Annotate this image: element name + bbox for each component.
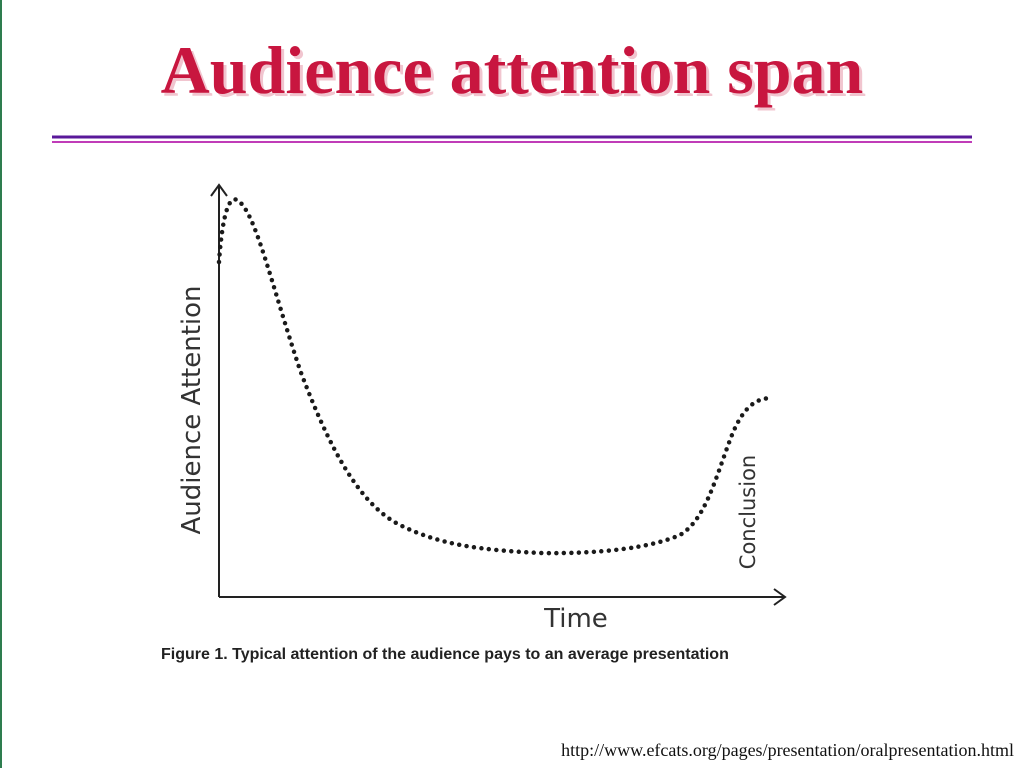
title-shadow: Audience attention span [164, 35, 867, 111]
source-url: http://www.efcats.org/pages/presentation… [561, 740, 1014, 760]
y-axis-label: Audience Attention [177, 285, 207, 534]
slide-title: Audience attention span [161, 32, 864, 108]
y-arrow [210, 183, 228, 197]
x-arrow [773, 588, 787, 606]
axes [210, 183, 787, 606]
figure-caption: Figure 1. Typical attention of the audie… [161, 646, 729, 663]
attention-curve [216, 197, 775, 556]
x-axis-label: Time [543, 604, 608, 634]
annotation: Conclusion [736, 455, 760, 569]
